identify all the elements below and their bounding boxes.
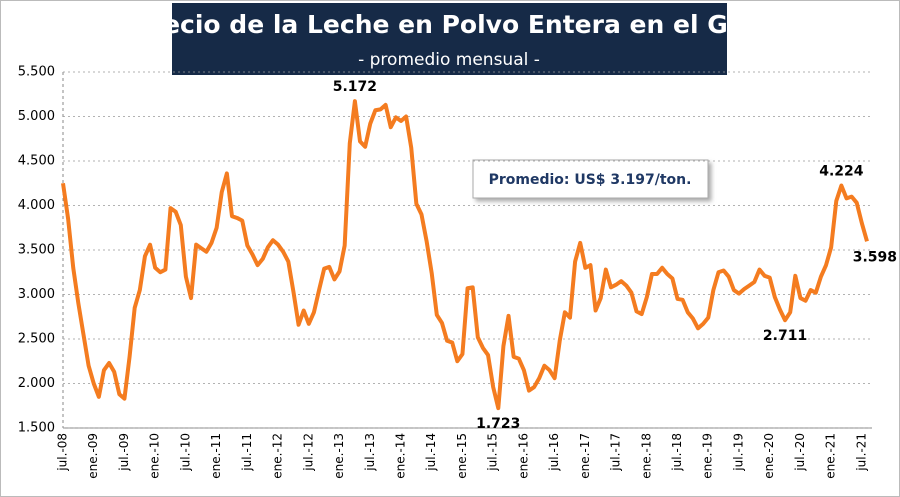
x-tick-label: ene.-21 <box>824 433 838 479</box>
x-tick-label: jul.-20 <box>793 433 807 472</box>
y-tick-label: 5.500 <box>18 65 55 80</box>
x-tick-label: ene.-09 <box>86 433 100 479</box>
x-tick-label: jul.-17 <box>609 433 623 472</box>
x-tick-label: jul.-19 <box>731 433 745 472</box>
x-tick-label: jul.-21 <box>854 433 868 472</box>
x-tick-label: ene.-17 <box>578 433 592 479</box>
y-tick-label: 1.500 <box>18 421 55 436</box>
x-tick-label: jul.-16 <box>547 433 561 472</box>
x-tick-label: jul.-09 <box>117 433 131 472</box>
x-tick-label: jul.-14 <box>424 433 438 472</box>
annotation: Promedio: US$ 3.197/ton. <box>489 172 692 188</box>
x-tick-label: ene.-13 <box>332 433 346 479</box>
x-tick-label: ene.-12 <box>271 433 285 479</box>
data-label: 4.224 <box>819 164 864 180</box>
chart-title: Precio de la Leche en Polvo Entera en el… <box>132 10 765 39</box>
y-tick-label: 5.000 <box>18 109 55 124</box>
x-tick-label: ene.-16 <box>516 433 530 479</box>
y-tick-label: 2.000 <box>18 376 55 391</box>
x-tick-label: ene.-19 <box>701 433 715 479</box>
y-tick-label: 3.500 <box>18 243 55 258</box>
y-tick-label: 4.500 <box>18 154 55 169</box>
x-tick-label: ene.-20 <box>762 433 776 479</box>
title-box <box>172 3 727 75</box>
x-tick-label: jul.-15 <box>486 433 500 472</box>
x-tick-label: ene.-10 <box>148 433 162 479</box>
x-tick-label: jul.-11 <box>240 433 254 472</box>
data-label: 3.598 <box>853 249 897 265</box>
data-label: 1.723 <box>476 416 520 432</box>
data-label: 2.711 <box>763 328 807 344</box>
x-tick-label: ene.-15 <box>455 433 469 479</box>
data-label: 5.172 <box>333 79 377 95</box>
x-tick-label: jul.-13 <box>363 433 377 472</box>
x-tick-label: jul.-10 <box>178 433 192 472</box>
line <box>61 99 869 411</box>
x-tick-label: jul.-12 <box>301 433 315 472</box>
x-tick-label: jul.-08 <box>56 433 70 472</box>
y-tick-label: 4.000 <box>18 198 55 213</box>
x-tick-label: ene.-11 <box>209 433 223 479</box>
y-tick-label: 3.000 <box>18 287 55 302</box>
x-tick-label: ene.-14 <box>393 433 407 479</box>
x-tick-label: jul.-18 <box>670 433 684 472</box>
chart-subtitle: - promedio mensual - <box>358 50 540 70</box>
x-tick-label: ene.-18 <box>639 433 653 479</box>
annotation-box <box>472 159 709 199</box>
y-tick-label: 2.500 <box>18 332 55 347</box>
